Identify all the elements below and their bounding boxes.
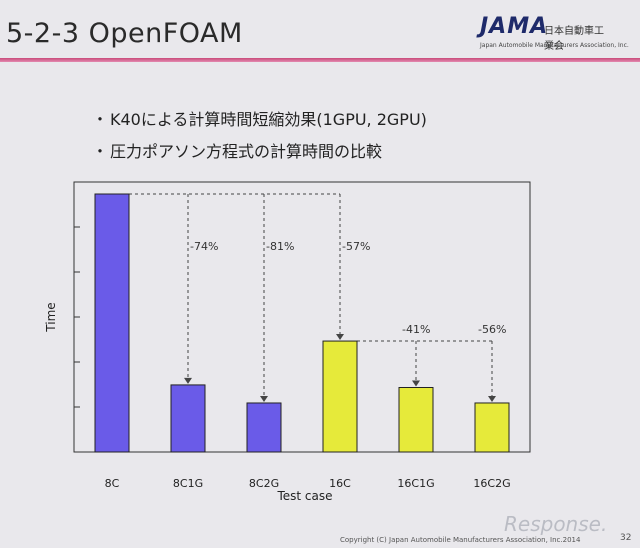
logo-japanese-text: 日本自動車工業会 [544,26,604,52]
slide-title: 5-2-3 OpenFOAM [6,18,243,49]
bullet-item: ・圧力ポアソン方程式の計算時間の比較 [92,142,383,161]
x-tick-label: 16C2G [473,477,510,490]
x-axis-label: Test case [276,489,332,503]
bar-16c2g [474,402,510,453]
bar-8c [94,193,130,453]
x-tick-label: 16C1G [397,477,434,490]
annotation-label: -81% [266,240,294,253]
bar-8c2g [246,402,282,453]
bar-8c1g [170,384,206,453]
annotation-arrowhead [488,395,496,402]
annotation-arrowhead [184,377,192,384]
bullet-text: K40による計算時間短縮効果(1GPU, 2GPU) [110,110,427,129]
annotation-arrowhead [336,334,344,341]
page-number: 32 [620,533,632,543]
response-watermark: Response. [504,512,608,536]
title-divider [0,58,640,62]
annotation-arrowhead [412,380,420,387]
copyright-text: Copyright (C) Japan Automobile Manufactu… [340,536,581,544]
bullet-text: 圧力ポアソン方程式の計算時間の比較 [110,142,383,161]
logo-subtext: Japan Automobile Manufacturers Associati… [480,42,629,49]
x-tick-label: 8C1G [173,477,203,490]
bullet-list: ・ K40による計算時間短縮効果(1GPU, 2GPU) ・圧力ポアソン方程式の計… [92,106,427,170]
annotation-label: -56% [478,323,506,336]
logo-text: JAMA [480,14,549,39]
y-axis-label: Time [44,302,58,332]
plot-frame [73,181,531,453]
annotation-label: -74% [190,240,218,253]
x-tick-label: 16C [329,477,351,490]
bullet-item: ・ K40による計算時間短縮効果(1GPU, 2GPU) [92,110,427,129]
annotation-arrowhead [260,395,268,402]
annotation-label: -57% [342,240,370,253]
bar-16c1g [398,387,434,453]
jama-logo: JAMA 日本自動車工業会 Japan Automobile Manufactu… [480,14,629,52]
x-tick-label: 8C [105,477,120,490]
x-tick-label: 8C2G [249,477,279,490]
annotation-label: -41% [402,323,430,336]
bar-16c [322,340,358,453]
